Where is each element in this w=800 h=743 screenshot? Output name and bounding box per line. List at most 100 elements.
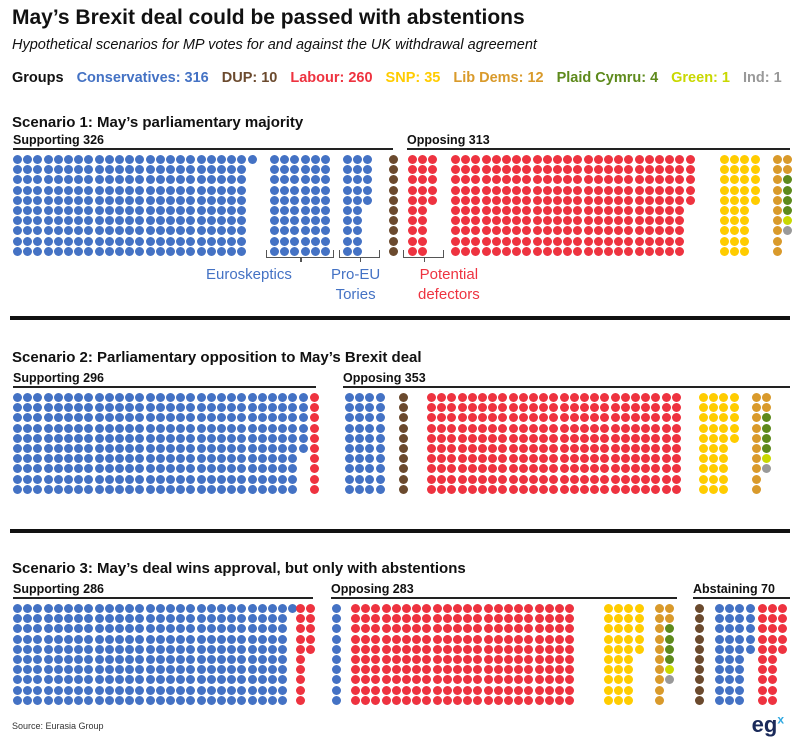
- seat-dot-ld: [752, 484, 761, 494]
- seat-dot-lab: [532, 216, 542, 226]
- seat-dot-con: [186, 433, 196, 443]
- seat-dot-con: [310, 155, 320, 164]
- seat-dot-con: [166, 484, 175, 494]
- seat-dot-con: [94, 695, 104, 705]
- seat-dot-snp: [709, 444, 719, 453]
- seat-dot-lab: [442, 624, 452, 634]
- seat-dot-con: [270, 206, 279, 215]
- seat-dot-con: [196, 484, 206, 494]
- seat-dot-lab: [491, 175, 501, 185]
- seat-dot-con: [84, 226, 94, 236]
- seat-dot-lab: [453, 614, 462, 624]
- seat-dot-lab: [518, 464, 528, 474]
- seat-dot-lab: [451, 175, 460, 185]
- seat-dot-con: [186, 185, 196, 195]
- seat-dot-lab: [675, 185, 685, 195]
- seat-dot-lab: [644, 216, 654, 226]
- seat-dot-lab: [529, 444, 538, 453]
- seat-dot-snp: [730, 165, 740, 175]
- seat-dot-con: [237, 655, 247, 664]
- seat-dot-con: [64, 614, 73, 624]
- seat-dot-con: [715, 685, 724, 695]
- seat-dot-con: [84, 403, 94, 413]
- seat-dot-con: [217, 675, 226, 685]
- seat-dot-con: [33, 444, 43, 453]
- seat-dot-lab: [457, 464, 467, 474]
- seat-dot-con: [23, 675, 33, 685]
- seat-dot-lab: [532, 236, 542, 246]
- seat-dot-con: [74, 226, 84, 236]
- seat-dot-lab: [565, 614, 575, 624]
- seat-dot-con: [84, 393, 94, 402]
- seat-dot-con: [166, 403, 175, 413]
- group-header: Opposing 283: [331, 582, 677, 599]
- seat-dot-con: [206, 236, 216, 246]
- seat-dot-lab: [624, 206, 634, 215]
- seat-dot-con: [166, 195, 175, 205]
- seat-dot-con: [715, 665, 724, 675]
- seat-dot-con: [145, 464, 155, 474]
- seat-dot-lab: [463, 604, 473, 613]
- seat-dot-lab: [461, 226, 471, 236]
- seat-dot-lab: [544, 614, 554, 624]
- seat-dot-lab: [549, 464, 559, 474]
- seat-dot-snp: [720, 175, 729, 185]
- seat-dot-con: [247, 634, 257, 644]
- seat-dot-con: [196, 695, 206, 705]
- seat-dot-con: [64, 216, 73, 226]
- seat-dot-lab: [498, 433, 508, 443]
- seat-dot-pc: [783, 195, 793, 205]
- seat-dot-con: [270, 155, 279, 164]
- seat-dot-lab: [544, 604, 554, 613]
- seat-dot-con: [155, 423, 165, 433]
- seat-dot-con: [298, 444, 308, 453]
- seat-dot-lab: [604, 226, 613, 236]
- seat-dot-con: [23, 644, 33, 654]
- seat-dot-con: [125, 624, 135, 634]
- seat-dot-lab: [451, 165, 460, 175]
- seat-dot-lab: [432, 604, 442, 613]
- seat-dot-lab: [296, 695, 305, 705]
- seat-dot-lab: [473, 634, 483, 644]
- seat-dot-lab: [569, 393, 579, 402]
- seat-dot-lab: [604, 165, 613, 175]
- seat-dot-lab: [675, 236, 685, 246]
- seat-dot-lab: [412, 685, 422, 695]
- seat-dot-con: [145, 634, 155, 644]
- seat-dot-con: [343, 246, 352, 256]
- seat-dot-lab: [553, 155, 562, 164]
- seat-dot-con: [145, 604, 155, 613]
- seat-dot-lab: [569, 444, 579, 453]
- seat-dot-lab: [422, 655, 432, 664]
- seat-dot-lab: [381, 685, 391, 695]
- seat-dot-lab: [565, 634, 575, 644]
- seat-dot-con: [735, 644, 745, 654]
- seat-dot-con: [166, 634, 175, 644]
- seat-dot-con: [74, 604, 84, 613]
- seat-dot-lab: [512, 206, 522, 215]
- seat-dot-lab: [498, 474, 508, 484]
- seat-dot-lab: [412, 665, 422, 675]
- seat-dot-lab: [471, 226, 481, 236]
- seat-dot-con: [288, 604, 298, 613]
- seat-dot-lab: [453, 675, 462, 685]
- seat-dot-dup: [695, 665, 704, 675]
- seat-dot-con: [166, 206, 175, 215]
- seat-dot-con: [735, 695, 745, 705]
- seat-dot-lab: [644, 246, 654, 256]
- seat-dot-con: [53, 236, 63, 246]
- seat-dot-lab: [453, 624, 462, 634]
- seat-dot-con: [268, 474, 277, 484]
- seat-dot-con: [94, 454, 104, 464]
- seat-dot-lab: [463, 665, 473, 675]
- seat-dot-con: [74, 165, 84, 175]
- seat-dot-con: [176, 185, 186, 195]
- seat-dot-lab: [641, 464, 651, 474]
- seat-dot-con: [135, 695, 145, 705]
- seat-dot-con: [290, 175, 300, 185]
- seat-dot-con: [145, 624, 155, 634]
- seat-dot-lab: [447, 464, 457, 474]
- seat-dot-lab: [631, 474, 640, 484]
- seat-dot-con: [74, 236, 84, 246]
- seat-dot-lab: [491, 185, 501, 195]
